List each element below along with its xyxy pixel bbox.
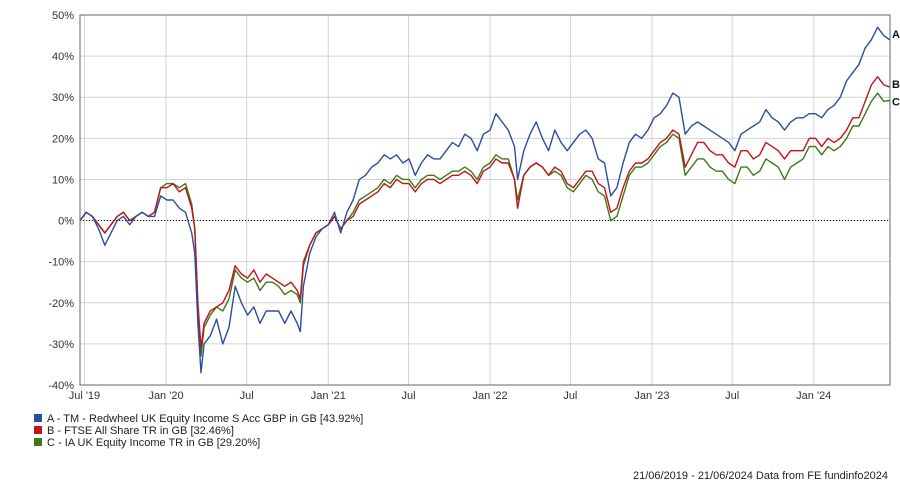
series-end-labels: A BC xyxy=(892,29,900,109)
x-tick-label: Jul xyxy=(563,390,577,402)
x-tick-label: Jul xyxy=(725,390,739,402)
x-tick-label: Jan '24 xyxy=(796,390,831,402)
y-tick-label: 10% xyxy=(52,174,74,186)
series-end-label-a: A xyxy=(892,29,900,41)
series-line-b xyxy=(79,76,891,349)
y-tick-label: -30% xyxy=(48,339,74,351)
x-axis-ticks: Jul '19 Jan '20 Jul Jan '21 Jul Jan '22 Jul Jan… xyxy=(69,390,832,402)
x-tick-label: Jul xyxy=(240,390,254,402)
x-tick-label: Jan '23 xyxy=(634,390,669,402)
x-tick-label: Jan '22 xyxy=(473,390,508,402)
footer-source-text: 21/06/2019 - 21/06/2024 Data from FE fun… xyxy=(633,470,888,482)
x-tick-label: Jan '21 xyxy=(311,390,346,402)
series-lines xyxy=(79,26,891,374)
legend-entry-b: B - FTSE All Share TR in GB [32.46%] xyxy=(47,425,234,437)
legend-swatch-a xyxy=(34,414,42,422)
y-tick-label: 50% xyxy=(52,10,74,22)
grid-lines xyxy=(80,14,890,386)
y-tick-label: -10% xyxy=(48,257,74,269)
series-line-a xyxy=(79,26,891,374)
y-tick-label: 20% xyxy=(52,133,74,145)
y-axis-ticks: -40% -30% -20% -10% 0% 10% 20% 30% 40% 50% xyxy=(48,10,74,392)
series-line-c xyxy=(79,92,891,357)
x-tick-label: Jul '19 xyxy=(69,390,100,402)
y-tick-label: 0% xyxy=(58,216,74,228)
x-tick-label: Jan '20 xyxy=(148,390,183,402)
plot-frame xyxy=(79,14,891,386)
y-tick-label: 30% xyxy=(52,92,74,104)
legend-swatch-c xyxy=(34,438,42,446)
y-tick-label: -40% xyxy=(48,380,74,392)
legend-entry-a: A - TM - Redwheel UK Equity Income S Acc… xyxy=(47,413,363,425)
y-tick-label: 40% xyxy=(52,51,74,63)
x-tick-label: Jul xyxy=(401,390,415,402)
legend-entry-c: C - IA UK Equity Income TR in GB [29.20%… xyxy=(47,437,260,449)
legend-swatch-b xyxy=(34,426,42,434)
series-end-label-b: B xyxy=(892,79,900,91)
series-end-label-c: C xyxy=(892,97,900,109)
y-tick-label: -20% xyxy=(48,298,74,310)
legend: A - TM - Redwheel UK Equity Income S Acc… xyxy=(34,413,363,449)
